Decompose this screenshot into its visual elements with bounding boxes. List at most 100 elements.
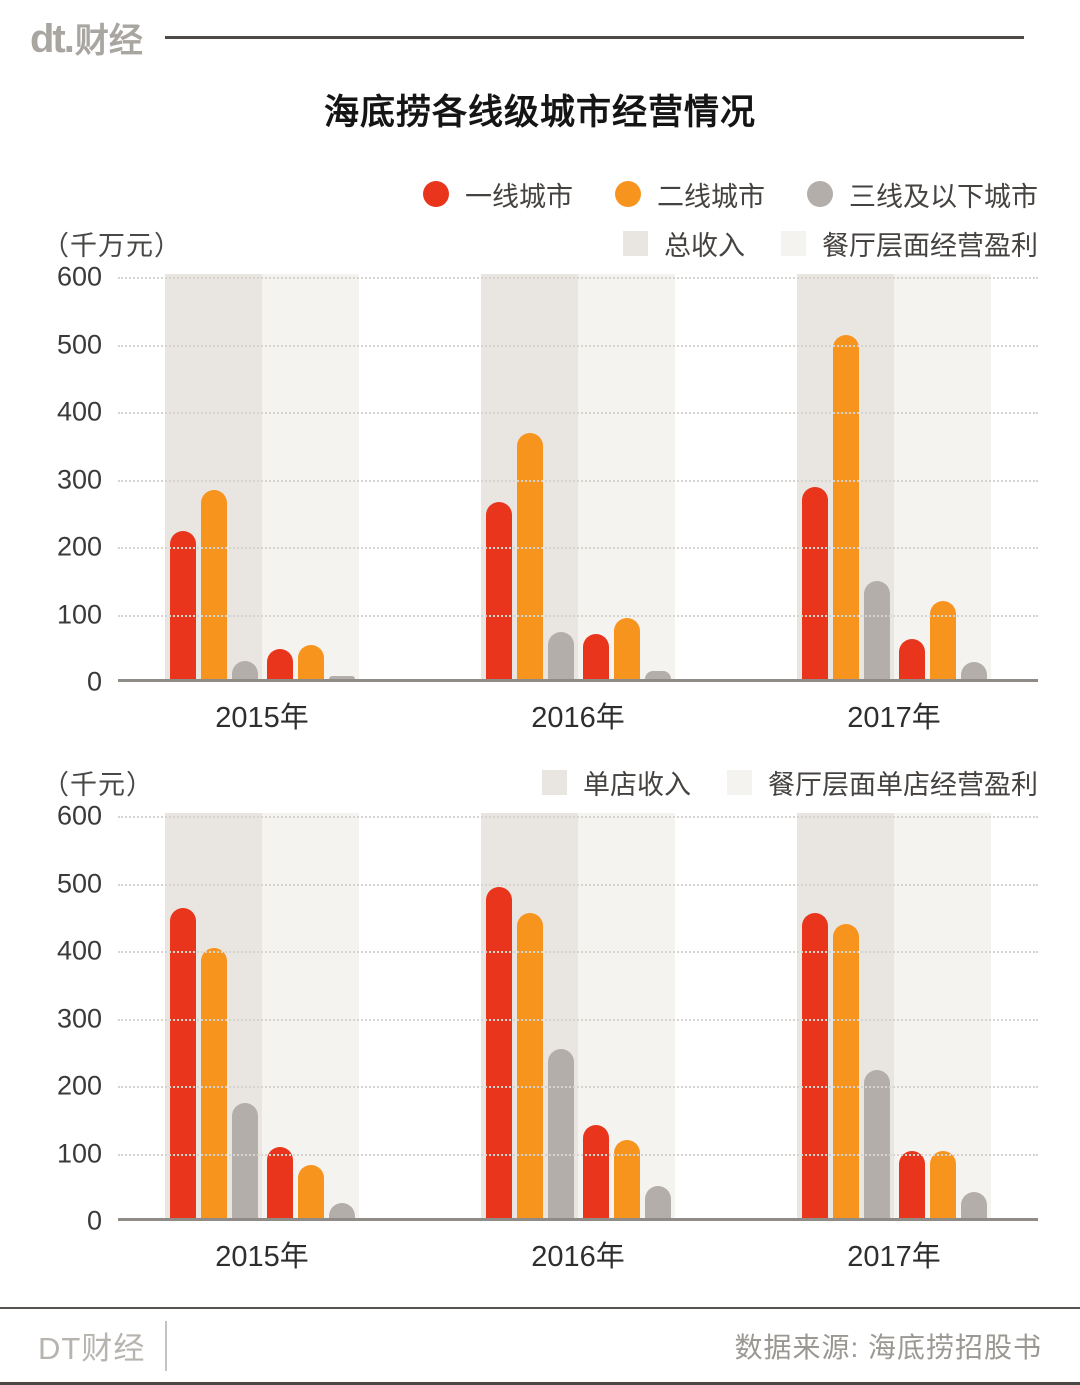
series-legend: 一线城市 二线城市 三线及以下城市 [42,175,1038,214]
bar-二线城市 [200,490,227,679]
x-axis-bottom: 2015年 2016年 2017年 [118,1233,1038,1273]
bar-三线及以下城市 [863,581,890,679]
x-axis-label: 2016年 [531,702,625,734]
plot-area-top [118,274,1038,682]
bar-二线城市 [200,948,227,1218]
year-group-2017年 [797,274,991,679]
bar-二线城市 [516,912,543,1218]
logo-dt-mark: dt. [30,16,75,61]
y-tick-label: 500 [56,868,102,898]
bar-二线城市 [516,432,543,679]
legend-label-tier1: 一线城市 [465,181,573,212]
legend-item-tier2: 二线城市 [615,175,765,214]
revenue-band [797,274,894,679]
bar-一线城市 [582,1124,609,1218]
bar-一线城市 [898,638,925,679]
bar-三线及以下城市 [547,1049,574,1218]
legend-label-tier3: 三线及以下城市 [849,181,1038,212]
bar-二线城市 [832,924,859,1218]
gridline [118,1153,1038,1156]
bar-二线城市 [297,1165,324,1218]
y-tick-label: 300 [56,1003,102,1033]
store-revenue-band-swatch-icon [542,769,567,795]
legend-item-store-profit: 餐厅层面单店经营盈利 [727,763,1038,802]
gridline [118,614,1038,617]
logo-cn-text: 财经 [74,21,143,60]
bar-一线城市 [801,486,828,679]
bar-三线及以下城市 [231,1103,258,1218]
dt-finance-logo: dt. 财经 [30,13,143,62]
profit-band [578,274,675,679]
x-axis-label: 2017年 [847,1241,941,1273]
bar-二线城市 [613,1140,640,1218]
bar-一线城市 [169,907,196,1218]
tier1-dot-icon [423,181,449,207]
bar-二线城市 [613,618,640,679]
x-axis-top: 2015年 2016年 2017年 [118,694,1038,734]
y-tick-label: 300 [56,464,102,494]
gridline [118,277,1038,279]
bar-三线及以下城市 [328,676,355,679]
y-tick-label: 200 [56,531,102,562]
y-tick-label: 600 [56,261,102,292]
year-group-2016年 [481,813,675,1218]
x-axis-label: 2015年 [215,1241,309,1273]
bar-三线及以下城市 [960,1192,987,1218]
bar-一线城市 [169,530,196,679]
gridline [118,547,1038,549]
bar-三线及以下城市 [547,632,574,679]
legend-label-tier2: 二线城市 [657,181,765,212]
revenue-band [481,813,578,1218]
bar-一线城市 [801,912,828,1218]
legend-item-restaurant-profit: 餐厅层面经营盈利 [781,224,1038,263]
gridline [118,883,1038,886]
tier2-dot-icon [615,181,641,207]
y-tick-label: 200 [56,1070,102,1101]
bar-二线城市 [929,601,956,679]
bar-三线及以下城市 [644,670,671,679]
gridline [118,1086,1038,1088]
bar-一线城市 [266,1147,293,1218]
y-tick-label: 400 [56,396,102,427]
page-header: dt. 财经 [0,0,1080,61]
legend-label-store-profit: 餐厅层面单店经营盈利 [768,769,1038,800]
tier3-dot-icon [807,181,833,207]
legend-label-total-revenue: 总收入 [664,230,745,261]
band-legend-bottom: 单店收入 餐厅层面单店经营盈利 [542,763,1038,802]
legend-label-store-revenue: 单店收入 [583,769,691,800]
y-tick-label: 500 [56,329,102,359]
revenue-band [797,813,894,1218]
page-title: 海底捞各线级城市经营情况 [323,93,756,132]
y-tick-label: 0 [86,1205,102,1236]
footer-divider-line [165,1320,168,1371]
revenue-band [481,274,578,679]
y-axis-top: 600 500 400 300 200 100 0 [42,262,118,697]
year-group-2017年 [797,813,991,1218]
header-rule-line [164,35,1024,39]
x-axis-spacer [42,694,118,728]
profit-band-swatch-icon [781,230,806,256]
revenue-band [165,274,262,679]
gridline [118,1018,1038,1021]
profit-band [262,274,359,679]
bar-一线城市 [582,634,609,679]
legend-label-restaurant-profit: 餐厅层面经营盈利 [822,230,1038,261]
bar-三线及以下城市 [328,1203,355,1218]
legend-item-tier1: 一线城市 [423,175,573,214]
year-group-2015年 [165,813,359,1218]
chart-per-store: （千元） 单店收入 餐厅层面单店经营盈利 600 500 400 300 200 100 0… [42,763,1038,1273]
year-group-2015年 [165,274,359,679]
y-axis-bottom: 600 500 400 300 200 100 0 [42,801,118,1236]
chart-total: （千万元） 总收入 餐厅层面经营盈利 600 500 400 300 200 100 0 2… [42,224,1038,734]
bar-二线城市 [929,1150,956,1218]
y-axis-unit-top: （千万元） [42,230,182,261]
bar-一线城市 [485,887,512,1218]
gridline [118,951,1038,953]
legend-item-tier3: 三线及以下城市 [807,175,1038,214]
gridline [118,479,1038,482]
bar-一线城市 [485,502,512,679]
revenue-band-swatch-icon [623,230,648,256]
x-axis-label: 2015年 [215,702,309,734]
y-tick-label: 100 [56,1138,102,1168]
bar-三线及以下城市 [960,662,987,679]
